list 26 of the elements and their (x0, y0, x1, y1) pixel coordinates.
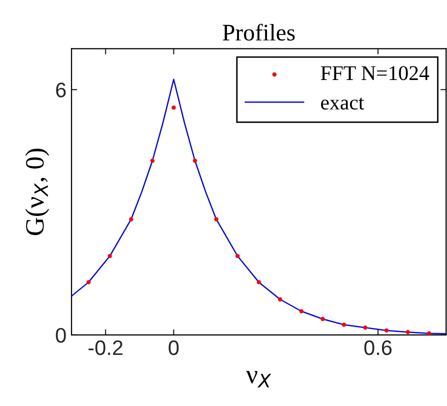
point (214, 217, 218, 222)
x-axis-title: ν$_{X}$ (246, 370, 272, 388)
point (108, 254, 112, 258)
x-tick-label: -0.2 (88, 340, 122, 356)
point (426, 331, 432, 335)
point (363, 326, 368, 330)
y-tick-label: 6 (56, 82, 66, 98)
y-axis-title: G(ν$_{X}$, 0) (25, 148, 50, 236)
point (406, 330, 410, 334)
point (129, 217, 134, 222)
point (150, 158, 154, 163)
point (320, 316, 325, 322)
chart-title: Profiles (222, 24, 295, 41)
point (172, 106, 176, 110)
x-tick-label: 0.6 (364, 340, 392, 356)
point (256, 280, 261, 284)
x-tick-label: 0 (168, 340, 179, 356)
point (384, 328, 389, 333)
point (278, 297, 282, 302)
point (299, 309, 304, 314)
point (192, 158, 198, 163)
point (342, 322, 346, 327)
legend-label: exact (321, 98, 364, 110)
point (235, 254, 240, 258)
point (86, 280, 91, 284)
legend-label: FFT N=1024 (320, 66, 430, 80)
